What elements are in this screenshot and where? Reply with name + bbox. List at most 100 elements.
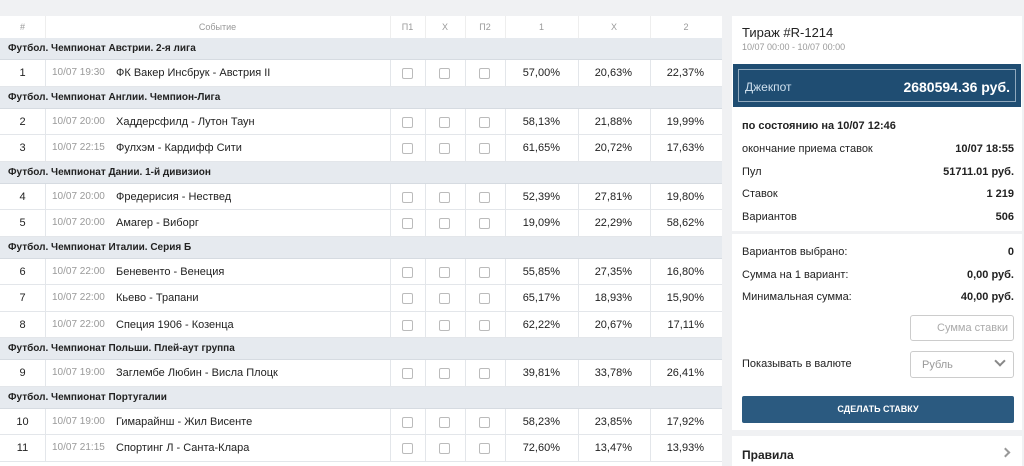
match-number: 10	[16, 415, 29, 428]
match-event: Фулхэм - Кардифф Сити	[116, 142, 242, 154]
divider	[425, 285, 426, 312]
probability: 16,80%	[666, 265, 704, 278]
checkbox[interactable]	[479, 116, 490, 128]
divider	[505, 16, 506, 38]
checkbox[interactable]	[479, 191, 490, 203]
probability: 55,85%	[522, 265, 560, 278]
probability: 33,78%	[594, 367, 632, 379]
match-time: 10/07 22:00	[52, 318, 105, 330]
divider	[465, 108, 466, 135]
info-label: Ставок	[742, 188, 778, 201]
divider	[390, 435, 391, 462]
match-row	[0, 360, 722, 387]
summary-label: Вариантов выбрано:	[742, 246, 848, 258]
divider	[465, 408, 466, 435]
checkbox[interactable]	[479, 293, 490, 304]
match-event: Хаддерсфилд - Лутон Таун	[116, 115, 255, 128]
divider	[45, 285, 46, 312]
match-row	[0, 109, 722, 135]
divider	[505, 258, 506, 285]
match-event: Амагер - Виборг	[116, 217, 199, 229]
match-number: 8	[19, 318, 26, 331]
divider	[425, 108, 426, 135]
group-row	[0, 338, 722, 360]
checkbox[interactable]	[479, 68, 490, 79]
checkbox[interactable]	[401, 416, 413, 428]
amount-input[interactable]	[910, 315, 1014, 341]
divider	[45, 408, 46, 435]
probability: 20,67%	[594, 318, 632, 331]
divider	[390, 311, 391, 338]
info-label: Пул	[742, 165, 762, 178]
divider	[505, 408, 506, 435]
match-time: 10/07 20:00	[52, 190, 105, 202]
divider	[578, 285, 579, 312]
checkbox[interactable]	[401, 319, 413, 331]
currency-select[interactable]	[910, 351, 1014, 378]
divider	[650, 258, 651, 285]
match-time: 10/07 22:00	[52, 292, 105, 303]
info-value: 1 219	[986, 188, 1014, 201]
divider	[578, 311, 579, 338]
checkbox[interactable]	[401, 293, 413, 304]
divider	[390, 408, 391, 435]
divider	[465, 435, 466, 462]
divider	[505, 285, 506, 312]
info-value: 10/07 18:55	[955, 143, 1014, 155]
checkbox[interactable]	[401, 443, 413, 454]
divider	[505, 135, 506, 162]
checkbox[interactable]	[479, 443, 490, 454]
divider	[505, 60, 506, 87]
match-row	[0, 285, 722, 312]
checkbox[interactable]	[401, 266, 413, 278]
divider	[578, 360, 579, 387]
checkbox[interactable]	[439, 266, 450, 278]
divider	[45, 183, 46, 210]
checkbox[interactable]	[439, 293, 450, 304]
match-row	[0, 210, 722, 237]
divider	[650, 108, 651, 135]
submit-button[interactable]	[742, 396, 1014, 423]
checkbox[interactable]	[401, 191, 413, 203]
checkbox[interactable]	[439, 143, 450, 154]
probability: 26,41%	[666, 367, 704, 379]
match-number: 4	[19, 190, 26, 203]
checkbox[interactable]	[479, 143, 490, 154]
checkbox[interactable]	[479, 319, 490, 331]
probability: 20,63%	[594, 67, 632, 79]
checkbox[interactable]	[401, 68, 413, 79]
checkbox[interactable]	[439, 368, 450, 379]
match-time: 10/07 22:00	[52, 265, 105, 277]
group-row	[0, 38, 722, 60]
match-event: Фредерисия - Нествед	[116, 190, 232, 203]
checkbox[interactable]	[479, 218, 490, 229]
checkbox[interactable]	[401, 116, 413, 128]
checkbox[interactable]	[479, 368, 490, 379]
checkbox[interactable]	[479, 266, 490, 278]
match-row	[0, 409, 722, 435]
divider	[650, 435, 651, 462]
checkbox[interactable]	[439, 443, 450, 454]
currency-label: Показывать в валюте	[742, 358, 852, 370]
group-row	[0, 86, 722, 109]
checkbox[interactable]	[439, 116, 450, 128]
checkbox[interactable]	[439, 319, 450, 331]
checkbox[interactable]	[439, 68, 450, 79]
checkbox[interactable]	[401, 143, 413, 154]
checkbox[interactable]	[401, 218, 413, 229]
checkbox[interactable]	[439, 416, 450, 428]
probability: 17,63%	[666, 142, 704, 154]
divider	[650, 16, 651, 38]
checkbox[interactable]	[439, 191, 450, 203]
divider	[578, 60, 579, 87]
divider	[578, 435, 579, 462]
match-event: ФК Вакер Инсбрук - Австрия II	[116, 67, 271, 79]
rules-card[interactable]	[732, 436, 1022, 466]
probability: 20,72%	[594, 142, 632, 154]
group-title: Футбол. Чемпионат Португалии	[8, 391, 167, 403]
checkbox[interactable]	[479, 416, 490, 428]
checkbox[interactable]	[439, 218, 450, 229]
checkbox[interactable]	[401, 368, 413, 379]
probability: 61,65%	[522, 142, 560, 154]
